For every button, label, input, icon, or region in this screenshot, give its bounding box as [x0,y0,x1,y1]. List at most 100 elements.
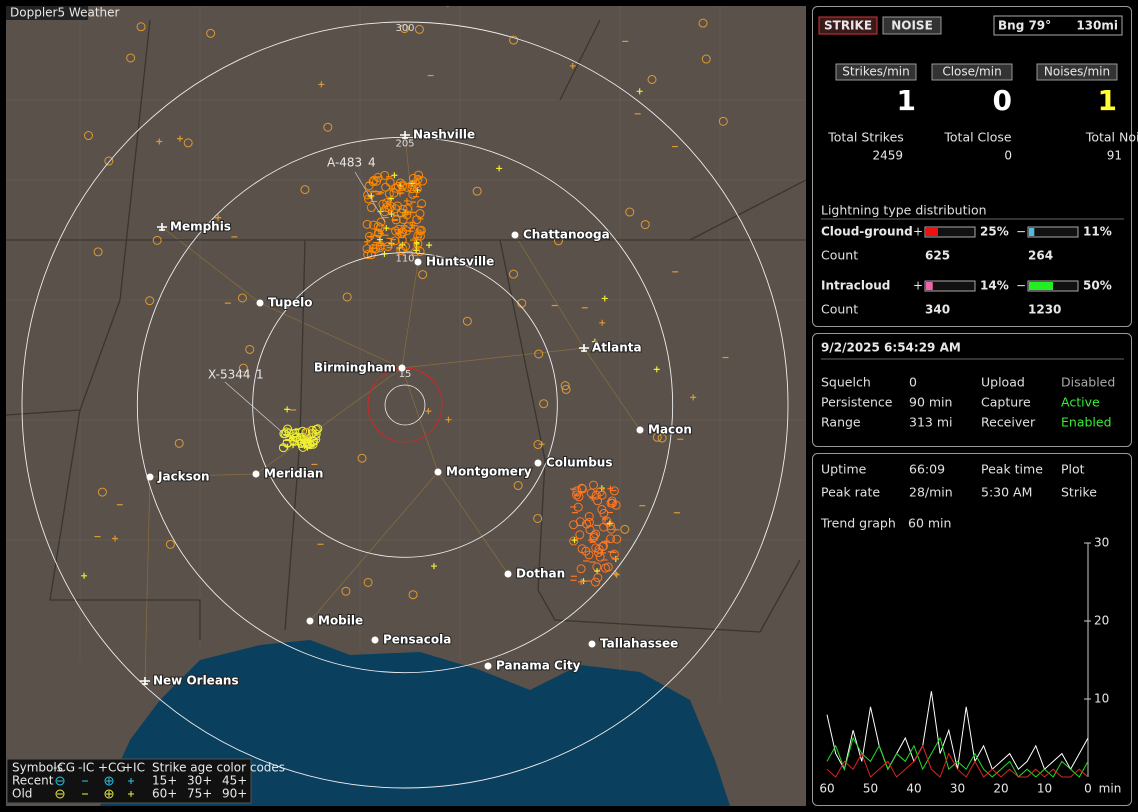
distribution: Cloud-ground Count + 25% 625 − 11% 264 Intraclou… [821,225,1112,317]
strike-symbol [396,208,406,218]
age-code: 75+ [187,787,212,801]
strike-symbol [640,220,650,230]
storm-tag: A-483 [327,156,362,170]
city-dot [511,231,519,239]
count-value: 625 [925,249,950,263]
strike-symbol [369,220,379,230]
strike-symbol [397,235,407,245]
strike-symbol [417,199,427,209]
strike-symbol [603,538,610,545]
rate-label[interactable]: Close/min [942,65,1001,79]
city-label: Chattanooga [523,228,610,242]
strike-symbol [593,496,603,506]
strike-symbol [136,22,146,32]
strike-symbol [601,295,608,302]
strike-symbol [462,316,472,326]
y-tick-label: 20 [1094,614,1109,628]
strike-symbol [376,236,383,243]
strike-symbol [177,135,184,142]
noise-button[interactable] [882,16,942,35]
airport-icon [140,677,150,685]
legend-header: -IC [78,761,94,775]
strike-symbol [126,53,136,63]
strike-symbol [112,535,119,542]
strike-symbol [407,184,417,194]
city-label: Meridian [264,467,323,481]
total-label: Total Close [943,130,1012,145]
strike-button-label[interactable]: STRIKE [824,19,872,33]
storm-tag: X-5344 [208,368,251,382]
city-label: Columbus [546,456,613,470]
sign: + [913,279,923,293]
strike-symbol [416,225,426,235]
strike-symbol [412,184,422,194]
city-dot [371,636,379,644]
rate-value: 0 [993,84,1012,117]
stat-text: Peak time [981,462,1043,477]
strike-symbol [385,177,395,187]
strike-button[interactable] [818,16,878,35]
strike-symbol [364,231,374,241]
strike-symbol [602,516,612,526]
strike-symbol [430,563,437,570]
strike-symbol [589,533,599,543]
strike-symbol [594,568,601,575]
city-dot [306,617,314,625]
bearing-box [993,15,1123,36]
strike-symbol [152,235,162,245]
y-tick-label: 30 [1094,536,1109,550]
rate-label[interactable]: Noises/min [1044,65,1110,79]
strike-symbol [577,484,587,494]
strike-symbol [513,481,523,491]
rate-button[interactable] [1036,63,1118,81]
legend-header: +IC [123,761,145,775]
pct-track [924,280,976,292]
strike-symbol [93,247,103,257]
x-tick-label: 20 [993,782,1008,796]
rate-label[interactable]: Strikes/min [842,65,909,79]
rate-button[interactable] [835,63,917,81]
strike-symbol [403,204,413,214]
city-label: Panama City [496,659,581,673]
strike-symbol [303,427,313,437]
noise-button-label[interactable]: NOISE [891,19,933,33]
strike-symbol [698,18,708,28]
strike-symbol [606,524,616,534]
strike-symbol [591,338,598,345]
strike-symbol [399,24,409,34]
status-panel [812,6,1132,327]
range-label: 300 [395,23,414,34]
total-value: 0 [1004,149,1012,163]
stat-text: Peak rate [821,485,880,500]
count-value: 340 [925,303,950,317]
legend-symbols-recent [55,776,134,786]
strike-symbol [156,138,163,145]
setting-text: 313 mi [909,415,952,430]
trend-line [826,744,1089,778]
strike-symbol [323,122,333,132]
city-label: Tupelo [268,296,313,310]
strike-symbol [383,242,393,252]
strike-symbol [445,416,452,423]
strike-layer [81,6,729,600]
x-tick-label: 0 [1084,782,1092,796]
inner-ring [384,384,426,426]
stat-text: 66:09 [909,462,945,477]
strike-symbol [388,210,395,217]
trend-span: 60 min [908,516,951,531]
city-label: Birmingham [314,361,396,375]
strike-symbol [174,438,184,448]
counties [6,6,806,700]
strike-symbol [718,116,728,126]
pct-bar [926,228,938,236]
strike-symbol [612,534,622,544]
rate-button[interactable] [931,63,1013,81]
count-value: 264 [1028,249,1053,263]
x-tick-label: 10 [1037,782,1052,796]
strike-symbol [311,424,321,434]
strike-symbol [569,62,576,69]
strike-symbol [701,54,711,64]
strike-symbol [398,180,408,190]
strike-symbol [415,209,425,219]
